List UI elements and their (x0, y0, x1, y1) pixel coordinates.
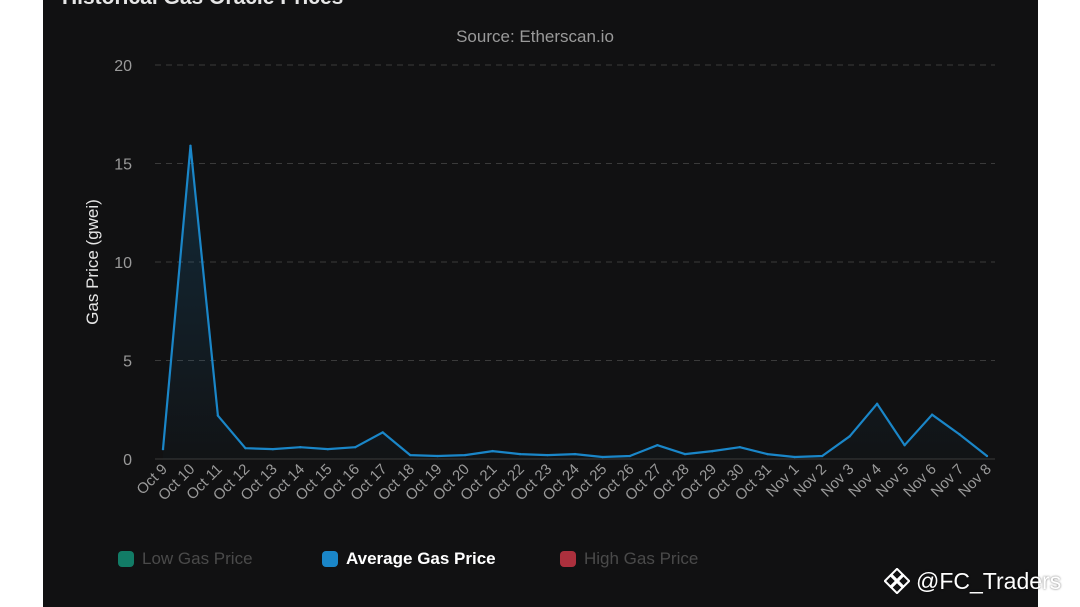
legend-item-high-gas-price[interactable]: High Gas Price (560, 548, 698, 570)
average-gas-point[interactable] (463, 453, 467, 457)
y-tick-label: 20 (114, 58, 132, 75)
average-gas-point[interactable] (821, 454, 824, 458)
average-gas-point[interactable] (161, 447, 165, 451)
average-gas-point[interactable] (546, 453, 549, 457)
average-gas-point[interactable] (985, 454, 989, 458)
average-gas-point[interactable] (189, 144, 192, 147)
high-gas-swatch-icon (560, 551, 576, 567)
y-tick-label: 10 (114, 255, 132, 272)
average-gas-point[interactable] (930, 413, 934, 416)
average-gas-point[interactable] (244, 446, 247, 450)
average-gas-point[interactable] (656, 444, 659, 447)
average-gas-point[interactable] (354, 445, 357, 449)
average-gas-point[interactable] (409, 453, 412, 457)
average-gas-point[interactable] (326, 447, 329, 451)
average-gas-point[interactable] (848, 435, 851, 438)
average-gas-area (163, 145, 987, 460)
y-axis-label: Gas Price (gwei) (83, 199, 102, 325)
legend-label-low: Low Gas Price (142, 549, 253, 568)
y-tick-label: 5 (123, 354, 132, 371)
legend-item-average-gas-price[interactable]: Average Gas Price (322, 548, 496, 570)
legend-label-high: High Gas Price (584, 549, 699, 568)
average-gas-point[interactable] (875, 402, 879, 406)
average-gas-point[interactable] (628, 454, 632, 458)
chart-subtitle: Source: Etherscan.io (456, 27, 614, 46)
legend-label-average: Average Gas Price (346, 549, 496, 568)
average-gas-point[interactable] (711, 449, 714, 453)
average-gas-point[interactable] (793, 455, 796, 459)
y-tick-label: 15 (114, 157, 132, 174)
average-gas-point[interactable] (738, 445, 741, 449)
average-gas-point[interactable] (518, 452, 522, 456)
average-gas-point[interactable] (683, 452, 687, 456)
average-gas-point[interactable] (958, 433, 961, 436)
y-tick-labels: 0 5 10 15 20 (114, 58, 132, 469)
y-tick-label: 0 (123, 452, 132, 469)
average-gas-line[interactable] (161, 144, 988, 459)
average-gas-point[interactable] (573, 452, 577, 456)
legend-item-low-gas-price[interactable]: Low Gas Price (118, 548, 253, 570)
average-gas-point[interactable] (381, 431, 384, 434)
page-title: Historical Gas Oracle Prices (62, 0, 343, 10)
average-gas-point[interactable] (903, 444, 906, 447)
average-gas-point[interactable] (766, 452, 769, 456)
average-gas-point[interactable] (299, 445, 302, 449)
average-gas-point[interactable] (271, 447, 275, 451)
average-gas-swatch-icon (322, 551, 338, 567)
chart-panel (43, 0, 1038, 607)
average-gas-point[interactable] (491, 449, 494, 453)
low-gas-swatch-icon (118, 551, 134, 567)
plot-area (161, 144, 989, 460)
watermark-handle: @FC_Traders (916, 567, 1062, 594)
average-gas-point[interactable] (216, 414, 220, 417)
watermark: @FC_Traders (884, 566, 1061, 596)
binance-logo-icon (884, 568, 910, 594)
average-gas-point[interactable] (436, 454, 439, 458)
grid-lines (155, 64, 995, 460)
average-gas-point[interactable] (601, 455, 604, 459)
